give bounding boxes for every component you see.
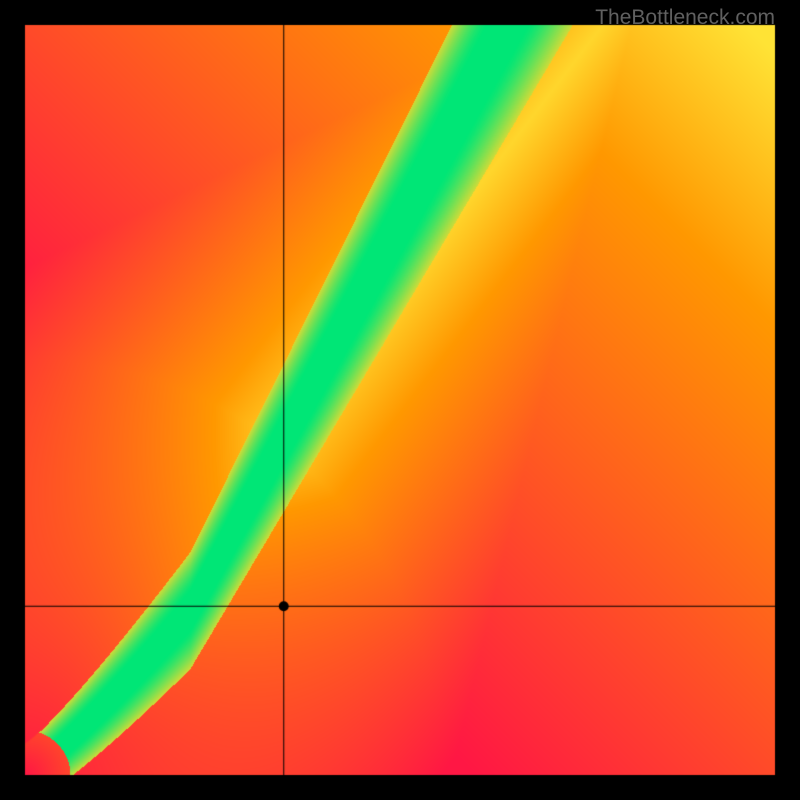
watermark-text: TheBottleneck.com bbox=[595, 6, 775, 30]
chart-container: TheBottleneck.com bbox=[0, 0, 800, 800]
heatmap-canvas bbox=[0, 0, 800, 800]
